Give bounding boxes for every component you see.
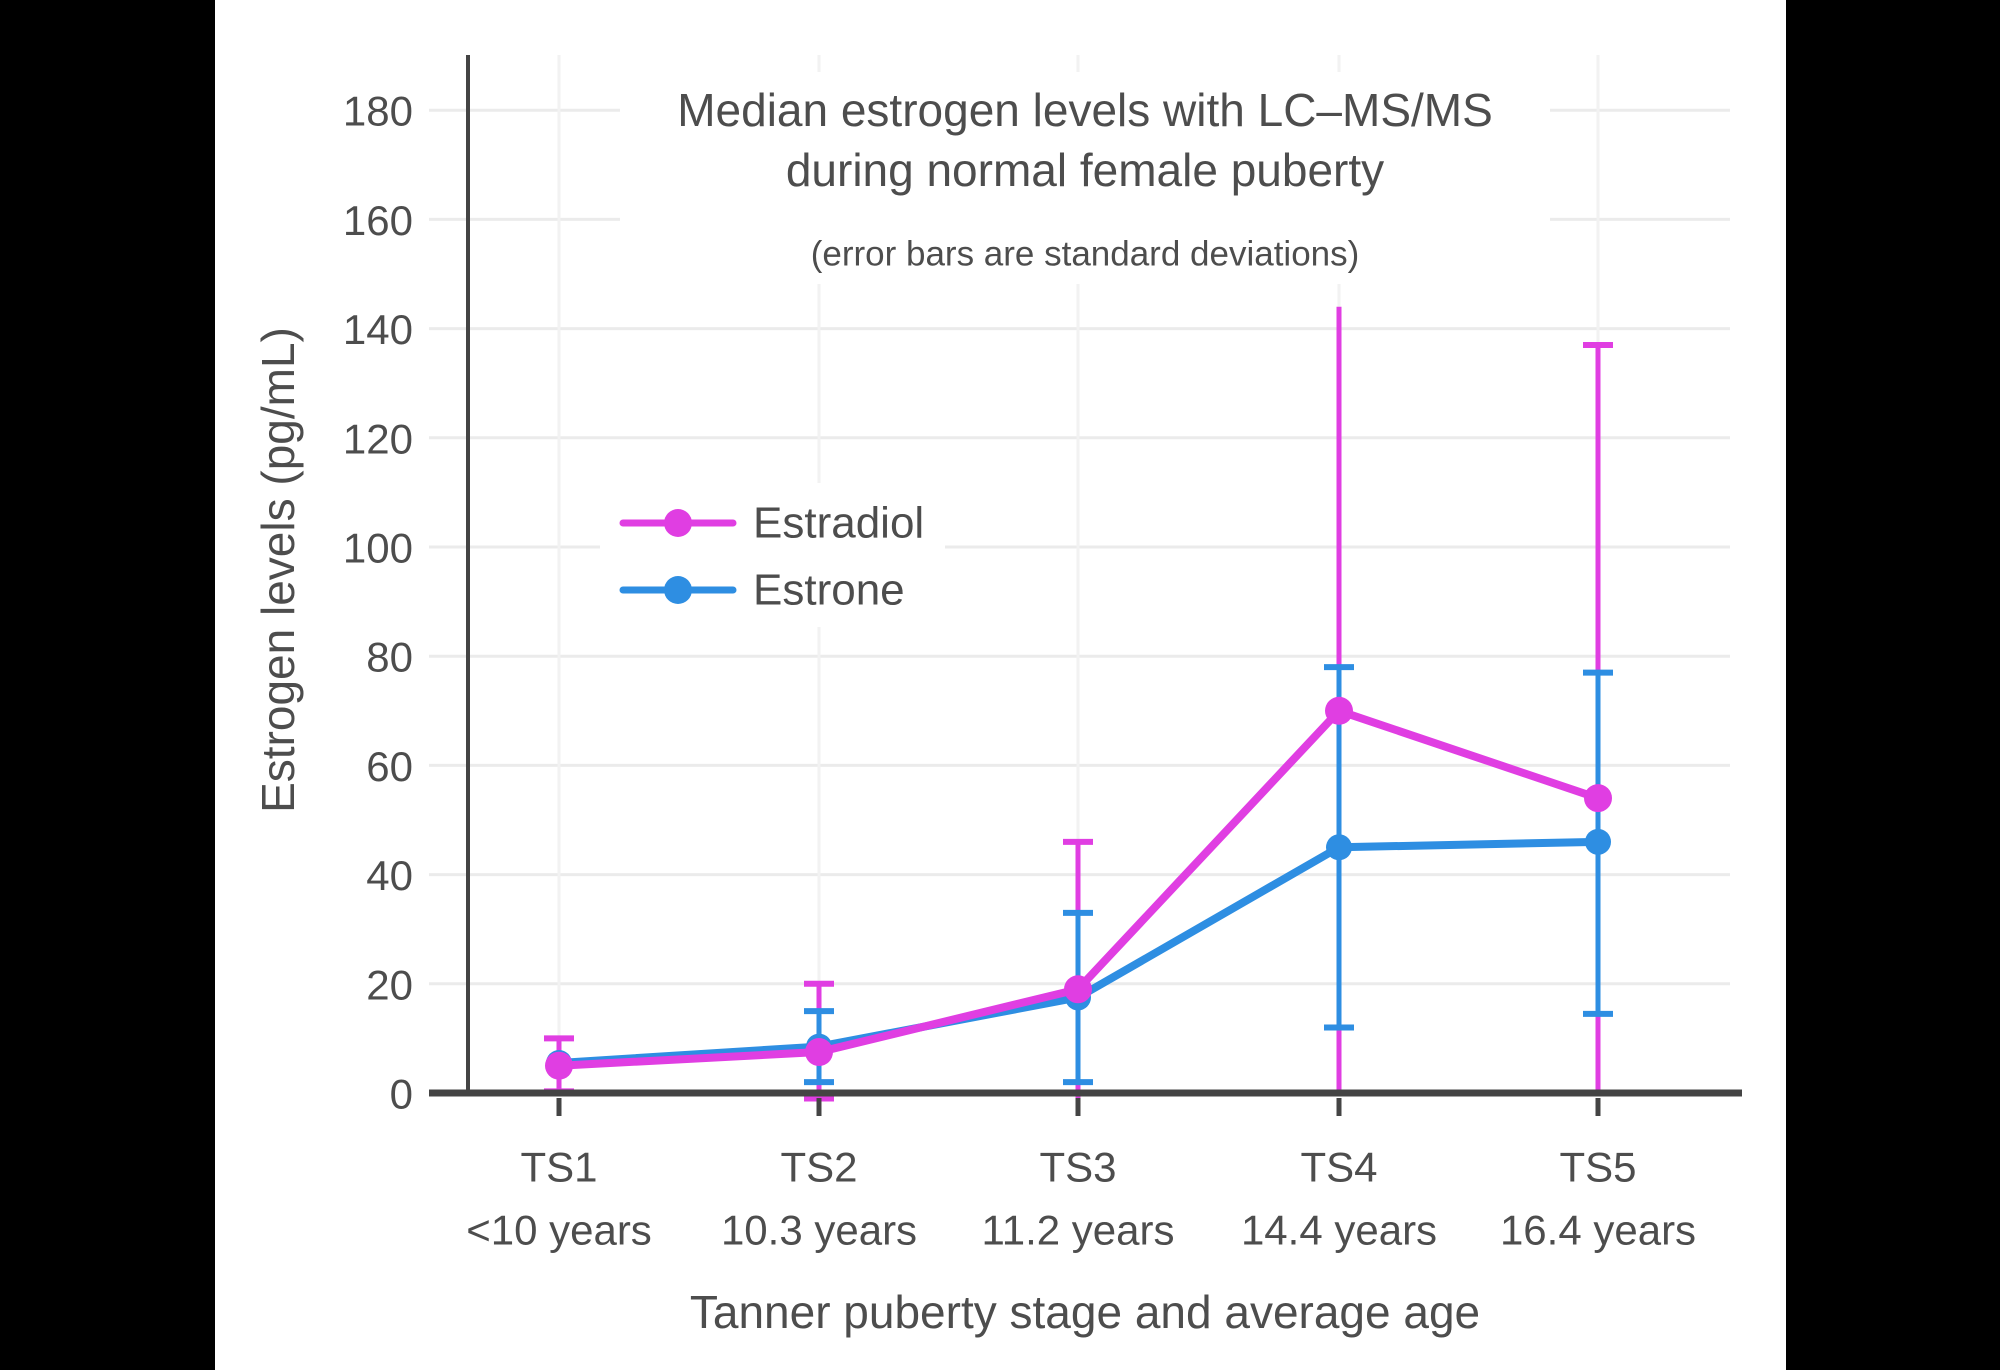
x-sublabel: 11.2 years [982,1207,1175,1254]
series-marker-estradiol [1584,784,1612,813]
legend-backdrop [600,483,945,627]
chart-title-line2: during normal female puberty [786,144,1384,196]
series-marker-estradiol [805,1038,833,1067]
y-tick-label: 140 [343,306,413,353]
series-marker-estradiol [545,1051,573,1080]
x-axis-title: Tanner puberty stage and average age [690,1286,1480,1338]
x-tick-label: TS4 [1300,1144,1377,1191]
y-tick-label: 40 [366,852,413,899]
x-sublabel: 14.4 years [1241,1207,1437,1254]
chart-title-line1: Median estrogen levels with LC–MS/MS [677,84,1493,136]
series-marker-estrone [1326,834,1352,861]
series-marker-estradiol [1325,696,1353,725]
legend-label-estrone: Estrone [753,566,905,615]
legend-marker-estradiol [664,509,692,537]
x-tick-label: TS1 [520,1144,597,1191]
legend-label-estradiol: Estradiol [753,499,924,548]
y-tick-label: 60 [366,743,413,790]
y-tick-label: 120 [343,415,413,462]
chart-subtitle: (error bars are standard deviations) [811,235,1360,274]
x-tick-label: TS3 [1039,1144,1116,1191]
x-sublabel: <10 years [466,1207,652,1254]
y-axis-title: Estrogen levels (pg/mL) [252,327,304,813]
chart-plot-area: 0 20 40 60 80 100 120 140 160 180 TS1 TS2 TS3 TS4 TS5 <… [343,55,1742,1254]
x-tick-label: TS2 [780,1144,857,1191]
series-marker-estrone [1585,828,1611,855]
legend-marker-estrone [664,576,692,604]
y-tick-label: 160 [343,197,413,244]
series-marker-estradiol [1064,975,1092,1004]
title-backdrop [620,72,1550,284]
y-tick-label: 180 [343,88,413,135]
y-tick-label: 100 [343,525,413,572]
x-sublabel: 16.4 years [1500,1207,1696,1254]
y-tick-label: 0 [390,1071,413,1118]
x-sublabel: 10.3 years [721,1207,917,1254]
y-tick-label: 20 [366,961,413,1008]
y-tick-label: 80 [366,634,413,681]
x-tick-label: TS5 [1559,1144,1636,1191]
